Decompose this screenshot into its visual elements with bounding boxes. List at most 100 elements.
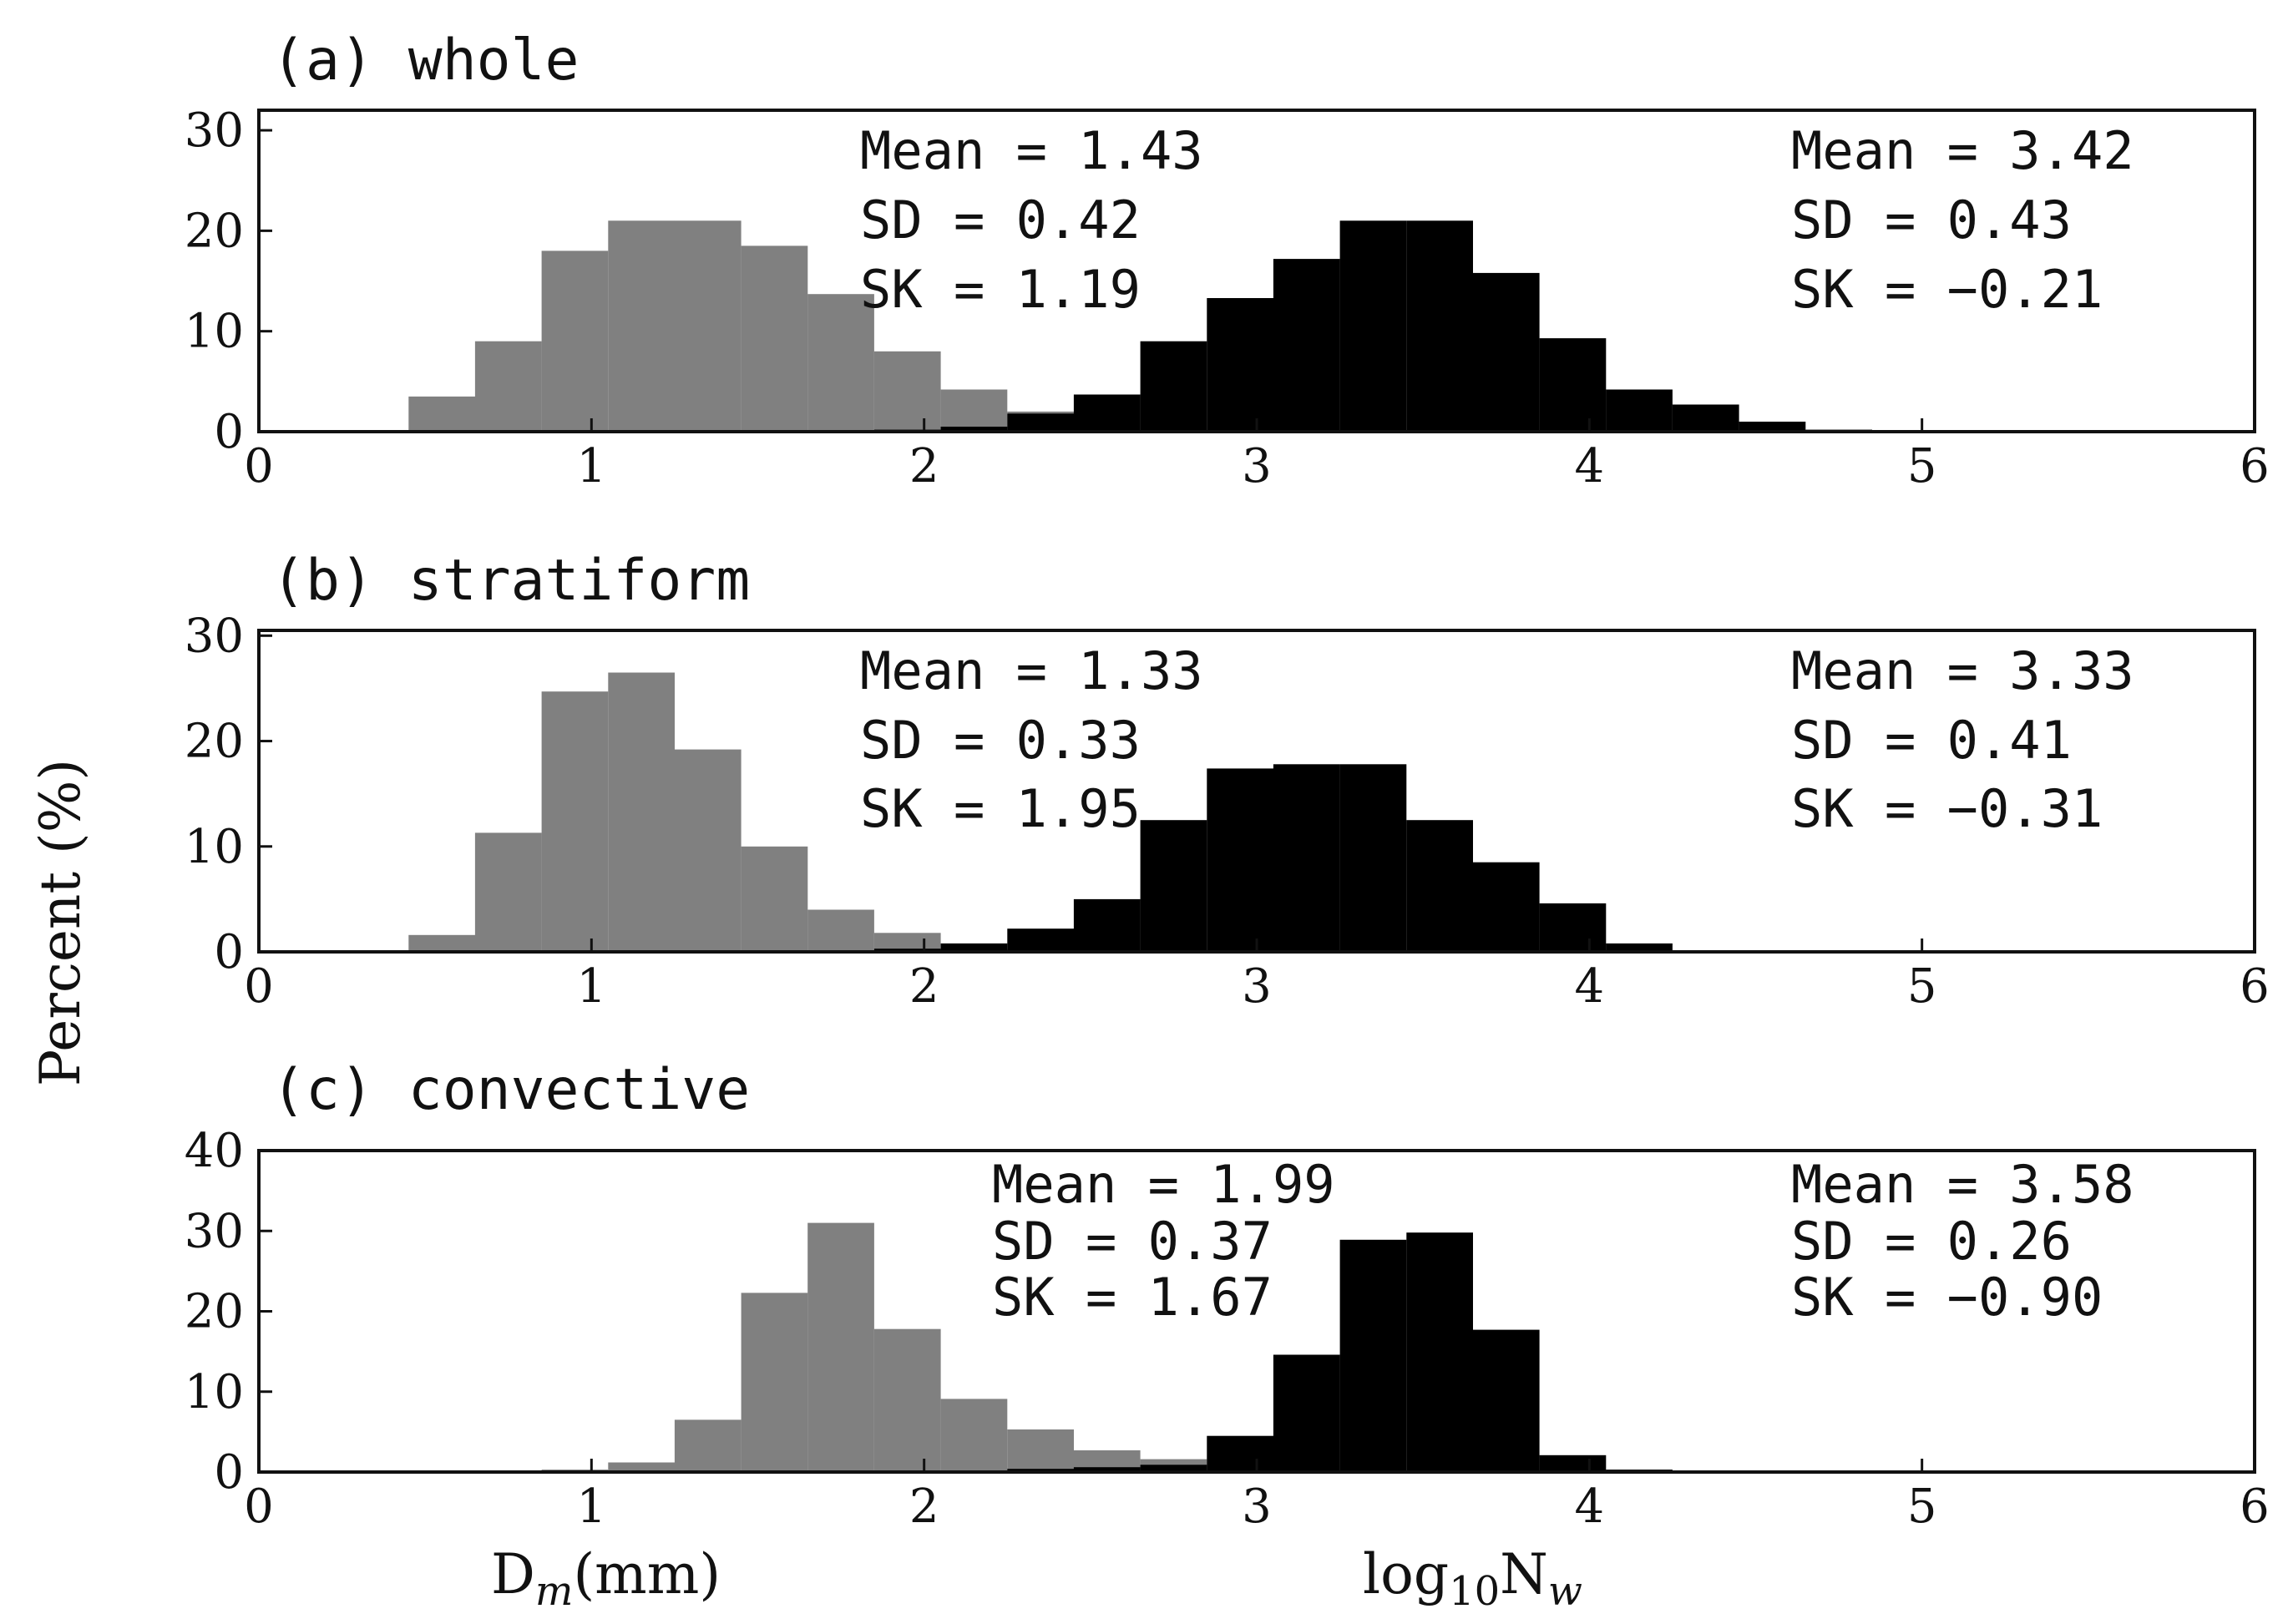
bar-convective-nw-8: [1539, 1455, 1607, 1472]
stat-sd-nw-whole: SD = 0.43: [1791, 190, 2072, 250]
x-tick-label-stratiform-6: 6: [2240, 959, 2270, 1014]
bar-whole-dm-5: [741, 245, 808, 432]
panel-title-stratiform: (b) stratiform: [271, 548, 750, 614]
bar-convective-nw-1: [1073, 1467, 1141, 1472]
bar-stratiform-dm-2: [541, 691, 609, 952]
bar-stratiform-dm-5: [741, 846, 808, 952]
bar-stratiform-nw-4: [1140, 820, 1207, 952]
stats-nw-whole: Mean = 3.42 SD = 0.43 SK = −0.21: [1791, 120, 2134, 320]
x-axis-label-dm: Dm(mm): [491, 1542, 721, 1615]
bar-stratiform-nw-11: [1606, 943, 1673, 952]
x-tick-label-stratiform-3: 3: [1242, 959, 1272, 1014]
y-tick-label-whole-3: 30: [185, 104, 244, 158]
stat-sk-dm-whole: SK = 1.19: [860, 259, 1141, 320]
bar-stratiform-nw-10: [1539, 903, 1607, 952]
bar-convective-dm-3: [741, 1293, 808, 1472]
stat-sd-dm-whole: SD = 0.42: [860, 190, 1141, 250]
x-tick-label-whole-4: 4: [1575, 439, 1605, 493]
bar-whole-nw-11: [1606, 389, 1673, 432]
tick-labels-whole: 0 1 2 3 4 5 6 0 10 20 30: [185, 104, 2270, 493]
x-tick-label-whole-6: 6: [2240, 439, 2270, 493]
bar-convective-dm-6: [940, 1399, 1008, 1472]
y-tick-label-stratiform-0: 0: [214, 925, 244, 979]
bar-whole-nw-12: [1672, 404, 1739, 432]
stat-mean-dm-stratiform: Mean = 1.33: [860, 640, 1203, 701]
stat-sd-dm-stratiform: SD = 0.33: [860, 710, 1141, 771]
x-tick-label-convective-6: 6: [2240, 1480, 2270, 1534]
x-tick-label-convective-5: 5: [1907, 1480, 1937, 1534]
x-tick-label-whole-5: 5: [1907, 439, 1937, 493]
bar-whole-nw-8: [1406, 220, 1473, 432]
x-tick-label-whole-1: 1: [577, 439, 607, 493]
bar-stratiform-dm-4: [674, 749, 742, 952]
bar-whole-nw-10: [1539, 338, 1607, 432]
bar-convective-dm-5: [873, 1328, 941, 1472]
bar-whole-nw-9: [1472, 272, 1540, 432]
x-tick-label-convective-4: 4: [1575, 1480, 1605, 1534]
stats-dm-convective: Mean = 1.99 SD = 0.37 SK = 1.67: [992, 1154, 1335, 1328]
panel-whole: (a) whole 0 1 2 3 4 5 6 0 10 20 30 Mean = 1.43 SD …: [185, 28, 2270, 493]
y-tick-label-whole-0: 0: [214, 405, 244, 459]
stat-mean-nw-convective: Mean = 3.58: [1791, 1154, 2134, 1215]
stat-mean-dm-convective: Mean = 1.99: [992, 1154, 1335, 1215]
bar-stratiform-nw-2: [1007, 928, 1074, 952]
panel-convective: (c) convective 0 1 2 3 4 5 6 0 10 20 30 40 Mean = 1…: [185, 1057, 2270, 1534]
y-tick-label-convective-4: 40: [185, 1124, 244, 1178]
x-axis-label-nw: log10Nw: [1363, 1542, 1582, 1615]
stats-nw-convective: Mean = 3.58 SD = 0.26 SK = −0.90: [1791, 1154, 2134, 1328]
bar-stratiform-nw-1: [940, 943, 1008, 952]
x-tick-label-stratiform-1: 1: [577, 959, 607, 1014]
x-tick-label-convective-3: 3: [1242, 1480, 1272, 1534]
bar-stratiform-nw-6: [1273, 764, 1340, 952]
bar-whole-dm-1: [474, 341, 542, 432]
ticks-convective: [257, 1149, 2256, 1474]
stats-nw-stratiform: Mean = 3.33 SD = 0.41 SK = −0.31: [1791, 640, 2134, 839]
stats-dm-whole: Mean = 1.43 SD = 0.42 SK = 1.19: [860, 120, 1203, 320]
x-tick-label-stratiform-4: 4: [1575, 959, 1605, 1014]
bar-whole-dm-0: [408, 396, 475, 432]
y-tick-label-convective-2: 20: [185, 1285, 244, 1339]
x-tick-label-stratiform-0: 0: [244, 959, 274, 1014]
stat-mean-dm-whole: Mean = 1.43: [860, 120, 1203, 181]
bar-stratiform-dm-0: [408, 934, 475, 952]
y-tick-label-stratiform-3: 30: [185, 609, 244, 663]
bar-whole-dm-2: [541, 250, 609, 432]
bars-whole: [408, 220, 1872, 433]
x-tick-label-whole-0: 0: [244, 439, 274, 493]
bars-convective: [541, 1222, 1673, 1472]
bar-stratiform-dm-1: [474, 832, 542, 952]
bar-stratiform-nw-8: [1406, 820, 1473, 952]
bar-whole-nw-3: [1073, 394, 1141, 432]
stat-sd-nw-convective: SD = 0.26: [1791, 1211, 2072, 1272]
bar-whole-dm-4: [674, 220, 742, 432]
bar-stratiform-dm-6: [807, 909, 874, 952]
bar-convective-nw-2: [1140, 1465, 1207, 1472]
bar-whole-nw-7: [1339, 220, 1407, 432]
bar-convective-dm-7: [1007, 1429, 1074, 1472]
bar-whole-dm-8: [940, 389, 1008, 432]
bar-whole-dm-6: [807, 294, 874, 432]
bar-convective-nw-4: [1273, 1354, 1340, 1472]
y-tick-label-whole-2: 20: [185, 204, 244, 258]
bar-convective-dm-2: [674, 1419, 742, 1472]
x-tick-label-whole-2: 2: [909, 439, 939, 493]
panel-stratiform: (b) stratiform 0 1 2 3 4 5 6 0 10 20 30 Mean = 1.3…: [185, 548, 2270, 1014]
panel-title-whole: (a) whole: [271, 28, 579, 94]
x-tick-label-whole-3: 3: [1242, 439, 1272, 493]
bar-stratiform-nw-9: [1472, 862, 1540, 952]
y-tick-label-convective-1: 10: [185, 1365, 244, 1419]
bar-stratiform-nw-7: [1339, 764, 1407, 952]
bar-whole-dm-3: [608, 220, 675, 432]
stat-sk-nw-whole: SK = −0.21: [1791, 259, 2103, 320]
panel-title-convective: (c) convective: [271, 1057, 750, 1123]
bar-whole-nw-2: [1007, 413, 1074, 432]
bar-whole-nw-1: [940, 427, 1008, 432]
stat-sk-nw-convective: SK = −0.90: [1791, 1267, 2103, 1328]
bars-stratiform: [408, 672, 1673, 952]
bar-convective-nw-5: [1339, 1239, 1407, 1472]
tick-labels-stratiform: 0 1 2 3 4 5 6 0 10 20 30: [185, 609, 2270, 1014]
bar-whole-nw-13: [1739, 422, 1806, 432]
bar-convective-dm-4: [807, 1222, 874, 1472]
y-axis-label: Percent (%): [28, 759, 93, 1086]
stat-sk-dm-stratiform: SK = 1.95: [860, 778, 1141, 839]
